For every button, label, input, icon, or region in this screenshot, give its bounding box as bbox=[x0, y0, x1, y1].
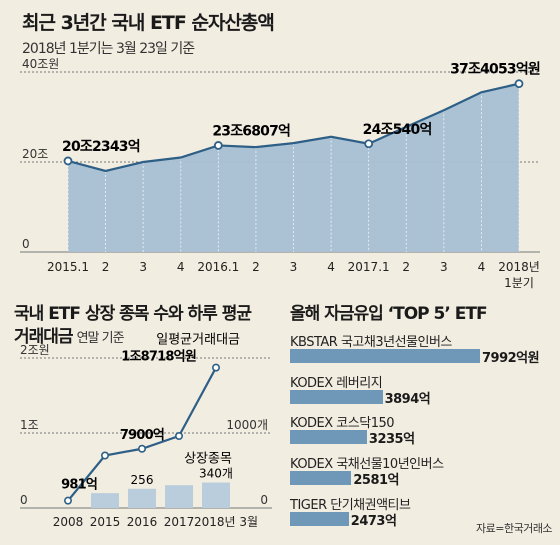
x-tick-label: 2008 bbox=[53, 515, 84, 529]
left-y-tick-label: 2조원 bbox=[20, 343, 50, 357]
top5-value-label: 7992억원 bbox=[482, 351, 540, 366]
bar-value-label: 256 bbox=[131, 473, 154, 487]
x-tick-label-line2: 1분기 bbox=[504, 276, 534, 290]
right-y-tick-label: 0 bbox=[260, 493, 268, 507]
source-note: 자료=한국거래소 bbox=[476, 522, 553, 535]
x-tick-label: 2 bbox=[252, 260, 260, 274]
y-tick-label: 40조원 bbox=[22, 57, 59, 71]
listing-chart-title: 국내 ETF 상장 종목 수와 하루 평균 bbox=[14, 304, 252, 324]
x-tick-label: 2018년 bbox=[498, 260, 540, 274]
top5-bar bbox=[290, 349, 480, 363]
top5-chart-title: 올해 자금유입 ‘TOP 5’ ETF bbox=[290, 304, 488, 324]
trading-value-marker bbox=[212, 363, 221, 372]
listing-chart-title-line2: 거래대금 연말 기준 bbox=[14, 327, 125, 347]
x-tick-label: 4 bbox=[177, 260, 185, 274]
x-tick-label: 3 bbox=[440, 260, 448, 274]
top5-bar bbox=[290, 471, 352, 485]
left-y-tick-label: 1조 bbox=[20, 418, 39, 432]
top5-bar bbox=[290, 390, 383, 404]
left-y-tick-label: 0 bbox=[20, 493, 28, 507]
bar-series-label: 상장종목 bbox=[184, 452, 232, 467]
data-label: 20조2343억 bbox=[62, 139, 140, 155]
right-y-tick-label: 1000개 bbox=[226, 418, 268, 432]
top5-value-label: 3894억 bbox=[384, 392, 431, 407]
data-point-marker bbox=[364, 139, 374, 149]
data-point-marker bbox=[514, 79, 524, 89]
top5-value-label: 2581억 bbox=[353, 473, 400, 488]
data-label: 37조4053억원 bbox=[450, 62, 540, 78]
listing-count-bar bbox=[165, 485, 193, 508]
top5-etf-name: KODEX 코스닥150 bbox=[290, 416, 395, 431]
trading-value-marker bbox=[64, 496, 73, 505]
data-point-marker bbox=[63, 156, 73, 166]
trading-value-marker bbox=[138, 444, 147, 453]
x-tick-label: 2016.1 bbox=[197, 260, 239, 274]
top5-etf-name: TIGER 단기채권액티브 bbox=[290, 498, 411, 513]
area-series-line bbox=[67, 82, 520, 173]
data-label: 23조6807억 bbox=[212, 123, 290, 139]
listing-count-bar bbox=[91, 493, 119, 508]
top5-value-label: 3235억 bbox=[368, 432, 415, 447]
y-tick-label: 0 bbox=[22, 237, 30, 251]
line-value-label: 1조8718억원 bbox=[121, 350, 196, 365]
top5-bar bbox=[290, 512, 349, 526]
x-tick-label: 2016 bbox=[127, 515, 158, 529]
top5-value-label: 2473억 bbox=[350, 514, 397, 529]
x-tick-label: 3 bbox=[290, 260, 298, 274]
x-tick-label: 4 bbox=[478, 260, 486, 274]
data-point-marker bbox=[213, 141, 223, 150]
x-tick-label: 2017 bbox=[164, 515, 195, 529]
trading-value-marker bbox=[101, 451, 110, 460]
top5-etf-name: KODEX 레버리지 bbox=[290, 376, 383, 391]
top5-etf-name: KBSTAR 국고채3년선물인버스 bbox=[290, 335, 452, 350]
x-tick-label: 2015.1 bbox=[47, 260, 89, 274]
bar-value-label: 340개 bbox=[199, 467, 233, 481]
chart-subtitle: 2018년 1분기는 3월 23일 기준 bbox=[22, 41, 195, 57]
y-tick-label: 20조 bbox=[22, 147, 48, 161]
line-value-label: 7900억 bbox=[120, 428, 164, 443]
top5-etf-name: KODEX 국채선물10년인버스 bbox=[290, 457, 444, 472]
top5-bar bbox=[290, 430, 367, 444]
x-tick-label: 2 bbox=[402, 260, 410, 274]
trading-value-marker bbox=[175, 431, 184, 440]
line-value-label: 981억 bbox=[61, 478, 97, 493]
listing-chart-note: 연말 기준 bbox=[76, 331, 125, 346]
x-tick-label: 4 bbox=[327, 260, 335, 274]
x-tick-label: 2 bbox=[102, 260, 110, 274]
line-series-label: 일평균거래대금 bbox=[156, 333, 240, 348]
x-tick-label: 2017.1 bbox=[348, 260, 390, 274]
x-tick-label: 2018년 3월 bbox=[194, 515, 258, 529]
chart-title: 최근 3년간 국내 ETF 순자산총액 bbox=[22, 12, 275, 34]
data-label: 24조540억 bbox=[363, 122, 432, 138]
listing-count-bar bbox=[128, 488, 156, 508]
listing-count-bar bbox=[202, 482, 230, 508]
x-tick-label: 3 bbox=[139, 260, 147, 274]
x-tick-label: 2015 bbox=[90, 515, 121, 529]
